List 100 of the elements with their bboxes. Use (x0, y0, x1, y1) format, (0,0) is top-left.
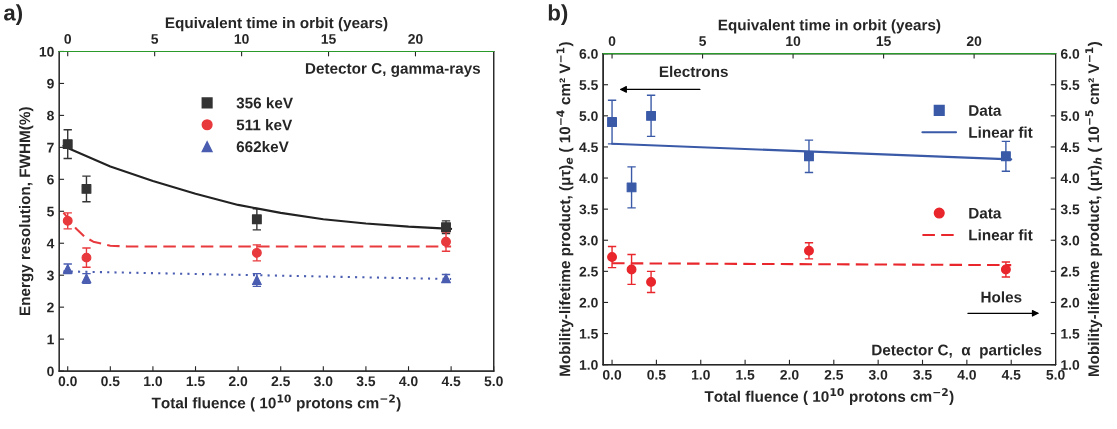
x2-tick-label: 5 (699, 36, 707, 47)
x-tick-label: 0.0 (58, 376, 77, 387)
legend-label: Data (969, 105, 1002, 116)
x2-tick-label: 20 (408, 34, 423, 44)
x-tick-label: 1.0 (144, 376, 162, 387)
legend-label: 356 keV (236, 97, 293, 109)
annotation: Electrons (659, 65, 728, 78)
y2-tick-label: 2.0 (1060, 297, 1080, 308)
point (607, 117, 617, 127)
y-tick-label: 0 (47, 366, 54, 377)
y-tick-label: 2.5 (579, 266, 598, 277)
x2-tick-label: 0 (608, 36, 616, 47)
y2-tick-label: 5.5 (1060, 80, 1080, 90)
point (81, 252, 92, 263)
x-tick-label: 4.5 (1001, 370, 1021, 380)
y-tick-label: 1.5 (579, 329, 598, 339)
y-tick-label: 5 (47, 206, 54, 217)
y-tick-label: 3 (46, 270, 54, 281)
y2-tick-label: 2.5 (1060, 266, 1080, 277)
y-tick-label: 6.0 (579, 48, 598, 59)
x-tick-label: 2.0 (780, 369, 799, 380)
point (251, 247, 262, 258)
x-tick-label: 1.5 (736, 370, 755, 380)
x-tick-label: 3.0 (868, 369, 888, 380)
x2-tick-label: 15 (876, 36, 891, 47)
y-tick-label: 5.5 (579, 80, 598, 90)
x-tick-label: 0.5 (101, 376, 120, 387)
legend-label: 662keV (236, 140, 289, 153)
point (251, 214, 262, 225)
point (804, 245, 814, 256)
point (81, 183, 92, 194)
y-tick-label: 5.0 (579, 111, 598, 121)
point (441, 236, 451, 247)
y-tick-label: 9 (47, 78, 54, 89)
x-tick-label: 1.0 (691, 369, 710, 380)
y2-tick-label: 3.0 (1060, 235, 1080, 246)
legend-label: Linear fit (969, 229, 1033, 241)
point (804, 151, 814, 162)
x2-tick-label: 10 (786, 36, 801, 47)
x2-tick-label: 15 (321, 34, 336, 44)
y2-axis-title: Mobility-lifetime product, (μτ)$_{h}$ ( 10$^{−5}$ cm² V$^{−1}$) (1085, 42, 1103, 377)
x-tick-label: 2.0 (228, 376, 248, 387)
x-tick-label: 0.0 (602, 369, 622, 380)
x2-axis-title: Equivalent time in orbit (years) (165, 17, 388, 32)
x-tick-label: 3.0 (313, 376, 333, 387)
y-tick-label: 1.0 (579, 359, 598, 370)
legend-label: Data (969, 207, 1002, 219)
x2-tick-label: 5 (151, 34, 159, 44)
x-tick-label: 5.0 (484, 376, 503, 387)
y-tick-label: 8 (47, 110, 54, 121)
x-tick-label: 3.5 (356, 376, 376, 387)
point (62, 139, 73, 150)
y2-tick-label: 4.0 (1060, 173, 1080, 184)
y-axis-title: Mobility-lifetime product, (μτ)$_{e}$ ( 10$^{−4}$ cm² V$^{−1}$) (556, 42, 574, 376)
legend-label: 511 keV (236, 119, 293, 131)
y2-tick-label: 3.5 (1060, 204, 1080, 215)
y-tick-label: 4.5 (579, 142, 598, 153)
y-tick-label: 2 (47, 302, 54, 313)
x2-tick-label: 0 (64, 34, 72, 44)
x-tick-label: 2.5 (824, 369, 844, 380)
y-tick-label: 6 (47, 174, 54, 185)
x-tick-label: 4.5 (441, 376, 461, 387)
point (62, 215, 73, 226)
chart-title: a) (4, 4, 23, 26)
y-tick-label: 3.5 (579, 204, 598, 215)
legend-label: Linear fit (969, 126, 1033, 138)
y-tick-label: 4.0 (579, 173, 598, 184)
y-tick-label: 10 (39, 46, 54, 57)
y-axis-title: Energy resolution, FWHM(%) (19, 107, 34, 316)
y2-tick-label: 5.0 (1060, 111, 1080, 121)
y-tick-label: 7 (47, 142, 54, 153)
x-tick-label: 4.0 (399, 376, 418, 387)
point (1000, 151, 1011, 162)
x-tick-label: 3.5 (913, 369, 932, 380)
annotation: Detector C, gamma-rays (305, 63, 481, 77)
x-axis-title: Total fluence ( 10$^{10}$ protons cm$^{−2}$) (151, 394, 401, 412)
x-tick-label: 4.0 (957, 369, 976, 380)
x-axis-title: Total fluence ( 10$^{10}$ protons cm$^{−2}$) (704, 388, 954, 405)
point (626, 264, 637, 275)
x-tick-label: 5.0 (1046, 369, 1065, 380)
x2-tick-label: 10 (234, 34, 249, 44)
point (646, 276, 657, 287)
x-tick-label: 1.5 (186, 376, 205, 387)
y-tick-label: 3.0 (579, 235, 598, 246)
point (626, 182, 637, 193)
y2-tick-label: 1.0 (1061, 359, 1080, 370)
annotation: Holes (981, 291, 1022, 303)
point (646, 110, 657, 121)
y2-tick-label: 6.0 (1060, 48, 1080, 59)
chart-title: b) (548, 4, 568, 26)
x-tick-label: 2.5 (271, 376, 290, 387)
x2-axis-title: Equivalent time in orbit (years) (718, 19, 941, 34)
point (607, 252, 617, 262)
y-tick-label: 4 (46, 238, 55, 249)
y2-tick-label: 4.5 (1060, 142, 1080, 153)
y2-tick-label: 1.5 (1061, 329, 1080, 339)
annotation: Detector C, α particles (872, 344, 1042, 359)
x2-tick-label: 20 (966, 36, 982, 47)
y-tick-label: 1 (47, 334, 54, 345)
y-tick-label: 2.0 (579, 297, 598, 308)
